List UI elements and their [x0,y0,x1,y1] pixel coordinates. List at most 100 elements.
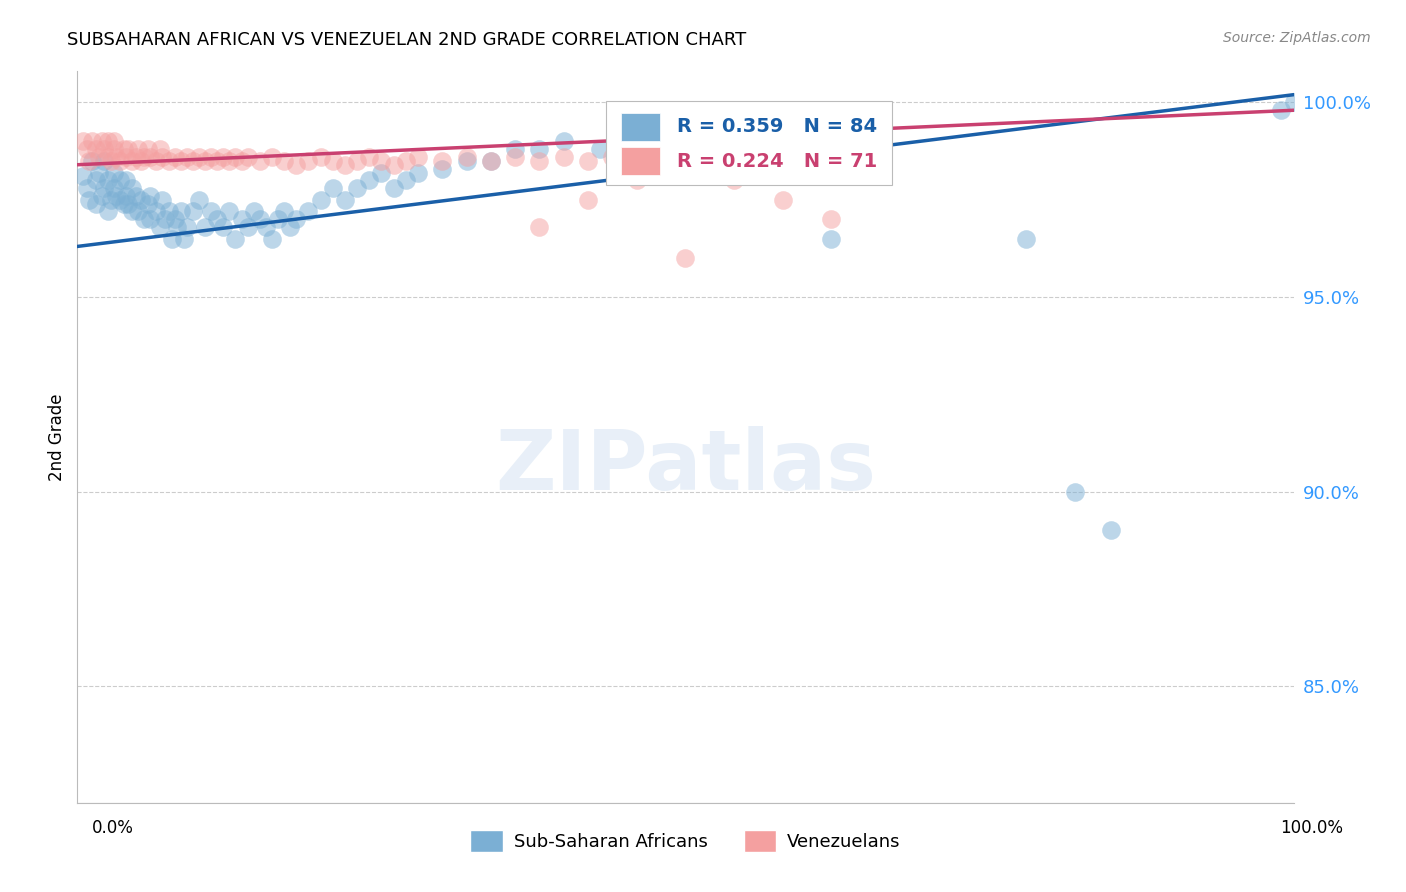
Point [309,150,332,164]
Point [181,204,204,219]
Point [84,173,107,187]
Text: Source: ZipAtlas.com: Source: ZipAtlas.com [1223,31,1371,45]
Point [149,219,172,234]
Point [127,204,149,219]
Point [249,153,271,168]
Point [76,181,98,195]
Point [145,204,167,219]
Point [117,142,139,156]
Point [820,212,842,227]
Point [97,204,120,219]
Point [370,165,392,179]
Point [723,173,745,187]
Point [200,150,222,164]
Point [395,153,418,168]
Point [273,204,295,219]
Point [194,153,217,168]
Point [121,153,143,168]
Point [115,150,138,164]
Point [285,158,308,172]
Point [145,153,167,168]
Point [139,212,162,227]
Point [181,153,204,168]
Point [479,153,502,168]
Point [285,212,308,227]
Point [212,150,235,164]
Point [103,165,125,179]
Point [105,150,128,164]
Y-axis label: 2nd Grade: 2nd Grade [48,393,66,481]
Point [297,204,319,219]
Point [406,165,429,179]
Point [231,212,253,227]
Point [152,193,174,207]
Point [72,135,94,149]
Point [278,219,301,234]
Text: R = 0.224   N = 71: R = 0.224 N = 71 [676,152,877,171]
Point [84,142,107,156]
Point [112,142,135,156]
Point [456,150,478,164]
Point [333,158,356,172]
Point [359,150,381,164]
Point [236,150,259,164]
Point [382,181,405,195]
Bar [621,113,659,141]
Point [97,150,120,164]
Point [108,173,131,187]
Point [79,153,101,168]
Point [80,153,103,168]
Point [503,142,526,156]
Point [218,153,240,168]
Point [127,142,149,156]
Point [134,150,156,164]
Point [100,153,122,168]
Point [93,142,115,156]
Point [205,212,228,227]
Point [153,212,176,227]
Point [129,153,152,168]
Point [529,142,551,156]
Point [105,189,128,203]
Point [157,153,180,168]
Point [430,153,453,168]
Point [166,219,188,234]
Point [160,232,183,246]
Point [125,189,148,203]
Point [134,212,156,227]
Point [176,219,198,234]
Text: R = 0.359   N = 84: R = 0.359 N = 84 [676,118,877,136]
Point [529,219,551,234]
Point [139,189,162,203]
Point [188,193,211,207]
Point [589,142,612,156]
Point [218,204,240,219]
Point [267,212,290,227]
Point [322,181,344,195]
Point [254,219,277,234]
Point [224,150,246,164]
Point [479,153,502,168]
Point [553,150,575,164]
Point [125,150,148,164]
Point [121,204,143,219]
Point [115,173,138,187]
Point [242,204,264,219]
Point [1282,95,1305,110]
Point [395,173,418,187]
Point [136,142,159,156]
Point [176,150,198,164]
Point [115,189,138,203]
Point [503,150,526,164]
Point [613,135,636,149]
Text: SUBSAHARAN AFRICAN VS VENEZUELAN 2ND GRADE CORRELATION CHART: SUBSAHARAN AFRICAN VS VENEZUELAN 2ND GRA… [67,31,747,49]
Point [260,150,283,164]
Point [163,150,186,164]
Point [121,181,143,195]
Point [553,135,575,149]
Point [103,142,125,156]
Text: 0.0%: 0.0% [91,819,134,837]
Point [675,251,697,265]
Legend: Sub-Saharan Africans, Venezuelans: Sub-Saharan Africans, Venezuelans [463,823,908,860]
Point [129,193,152,207]
